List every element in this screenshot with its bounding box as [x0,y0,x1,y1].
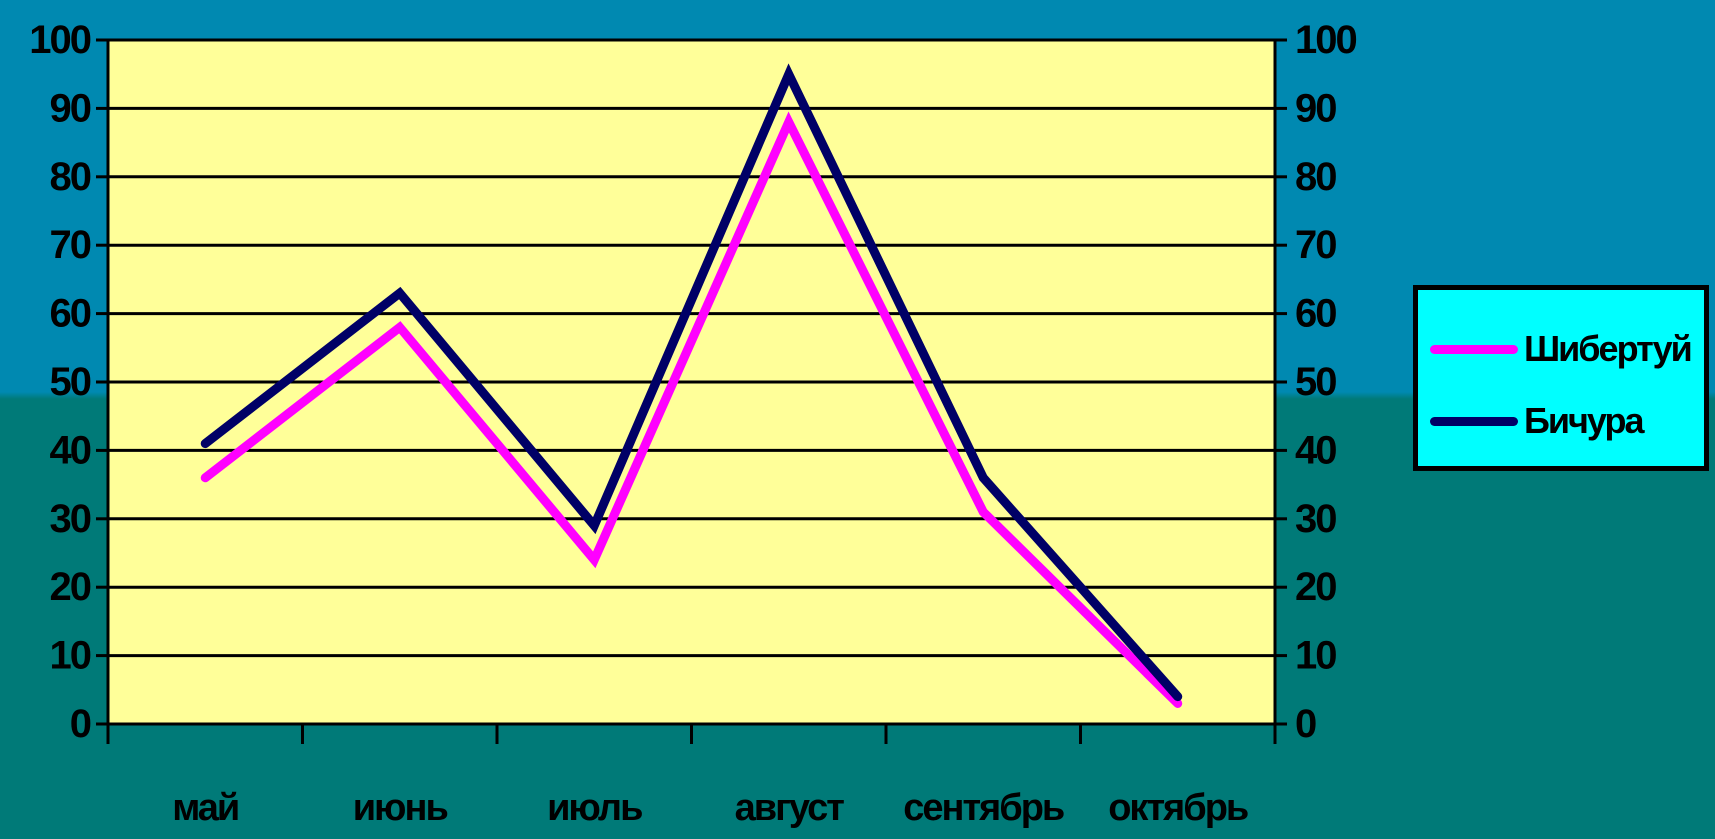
y-tick-label-left: 0 [70,702,91,746]
y-axis-right-labels: 0 10 20 30 40 50 60 70 80 90 100 [1295,18,1358,746]
y-tick-label-right: 50 [1295,360,1336,404]
legend-label-bichura: Бичура [1524,400,1644,441]
x-tick-label: сентябрь [903,787,1064,829]
legend: Шибертуй Бичура [1413,285,1709,471]
legend-label-shibertuy: Шибертуй [1524,328,1693,369]
y-tick-label-right: 60 [1295,292,1336,336]
y-axis-left-labels: 0 10 20 30 40 50 60 70 80 90 100 [29,18,93,746]
y-tick-label-right: 20 [1295,565,1336,609]
y-tick-label-right: 0 [1295,702,1316,746]
y-tick-label-left: 90 [50,86,91,130]
axes [96,38,1287,744]
y-tick-label-right: 40 [1295,428,1336,472]
y-tick-label-right: 80 [1295,155,1336,199]
y-tick-label-right: 100 [1295,18,1356,62]
legend-item-shibertuy: Шибертуй [1430,324,1693,374]
x-tick-label: май [172,787,238,829]
y-tick-label-left: 30 [50,497,91,541]
gridlines [108,38,1275,726]
y-tick-label-left: 100 [29,18,90,62]
x-tick-label: июнь [353,787,448,829]
x-axis-labels: май июнь июль август сентябрь октябрь [172,787,1250,829]
series-line-1 [200,63,1183,702]
x-tick-label: июль [547,787,642,829]
series-lines [200,63,1183,708]
legend-swatch-bichura [1430,416,1518,426]
y-tick-label-right: 10 [1295,634,1336,678]
series-line-0 [200,111,1183,708]
legend-swatch-shibertuy [1430,344,1518,354]
y-tick-label-left: 70 [50,223,91,267]
y-tick-label-right: 70 [1295,223,1336,267]
y-tick-label-left: 80 [50,155,91,199]
y-tick-label-left: 50 [50,360,91,404]
x-tick-label: август [735,787,845,829]
y-tick-label-right: 30 [1295,497,1336,541]
legend-item-bichura: Бичура [1430,396,1644,446]
y-tick-label-left: 20 [50,565,91,609]
y-tick-label-left: 60 [50,292,91,336]
y-tick-label-left: 10 [50,634,91,678]
y-tick-label-left: 40 [50,428,91,472]
y-tick-label-right: 90 [1295,86,1336,130]
x-tick-label: октябрь [1108,787,1248,829]
